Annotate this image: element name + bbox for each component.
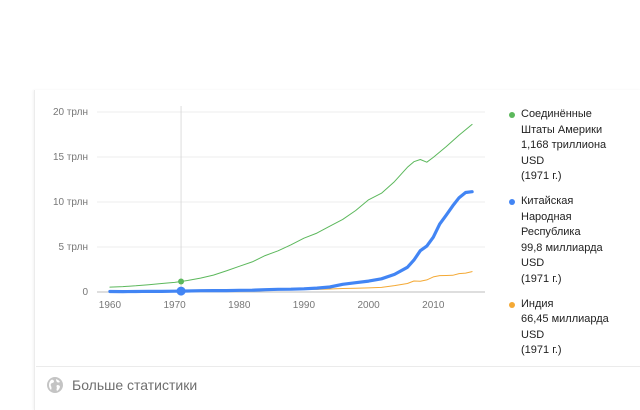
highlight-markers	[176, 278, 186, 296]
legend-item-china[interactable]: Китайская Народная Республика 99,8 милли…	[506, 194, 631, 288]
series-line-0	[109, 123, 473, 288]
legend-item-usa[interactable]: Соединённые Штаты Америки 1,168 триллион…	[506, 107, 631, 185]
globe-icon	[47, 377, 63, 393]
legend-dot-usa	[509, 112, 515, 118]
series-line-1	[108, 190, 474, 294]
more-stats-link[interactable]: Больше статистики	[46, 376, 197, 394]
gdp-line-chart: 0 5 трлн 10 трлн 15 трлн 20 трлн 1960 1970 198…	[53, 106, 485, 311]
more-stats-label: Больше статистики	[72, 377, 198, 393]
legend-label-usa: Соединённые Штаты Америки 1,168 триллион…	[521, 108, 607, 183]
legend-dot-india	[509, 301, 515, 308]
x-tick-label: 1990	[293, 300, 316, 311]
x-tick-label: 2000	[357, 300, 380, 311]
y-tick-label: 5 трлн	[59, 242, 89, 253]
y-tick-label: 10 трлн	[53, 197, 88, 208]
y-tick-label: 0	[82, 287, 88, 298]
y-tick-label: 15 трлн	[53, 152, 88, 163]
legend-item-india[interactable]: Индия 66,45 миллиарда USD (1971 г.)	[506, 297, 631, 359]
footer-divider	[36, 366, 640, 367]
y-axis-ticks: 0 5 трлн 10 трлн 15 трлн 20 трлн	[53, 107, 89, 298]
x-tick-label: 1980	[228, 300, 251, 311]
legend-dot-china	[509, 198, 515, 205]
x-axis-ticks: 1960 1970 1980 1990 2000 2010	[99, 300, 445, 311]
legend-label-china: Китайская Народная Республика 99,8 милли…	[521, 194, 603, 285]
x-tick-label: 2010	[422, 300, 445, 311]
x-tick-label: 1960	[99, 300, 122, 311]
highlight-marker-0	[178, 278, 185, 285]
highlight-marker-1	[176, 286, 186, 296]
series-lines	[108, 123, 474, 294]
x-tick-label: 1970	[163, 300, 186, 311]
chart-card	[34, 90, 640, 410]
grid-lines	[97, 111, 485, 293]
y-tick-label: 20 трлн	[53, 107, 88, 118]
legend-label-india: Индия 66,45 миллиарда USD (1971 г.)	[521, 297, 609, 357]
chart-legend: Соединённые Штаты Америки 1,168 триллион…	[506, 107, 631, 368]
